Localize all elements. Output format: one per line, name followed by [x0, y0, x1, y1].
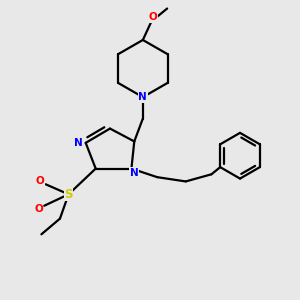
Text: N: N — [130, 168, 139, 178]
Text: S: S — [64, 188, 73, 201]
Text: O: O — [148, 12, 157, 22]
Text: O: O — [34, 204, 43, 214]
Text: N: N — [74, 138, 83, 148]
Text: N: N — [139, 92, 147, 102]
Text: O: O — [36, 176, 44, 186]
